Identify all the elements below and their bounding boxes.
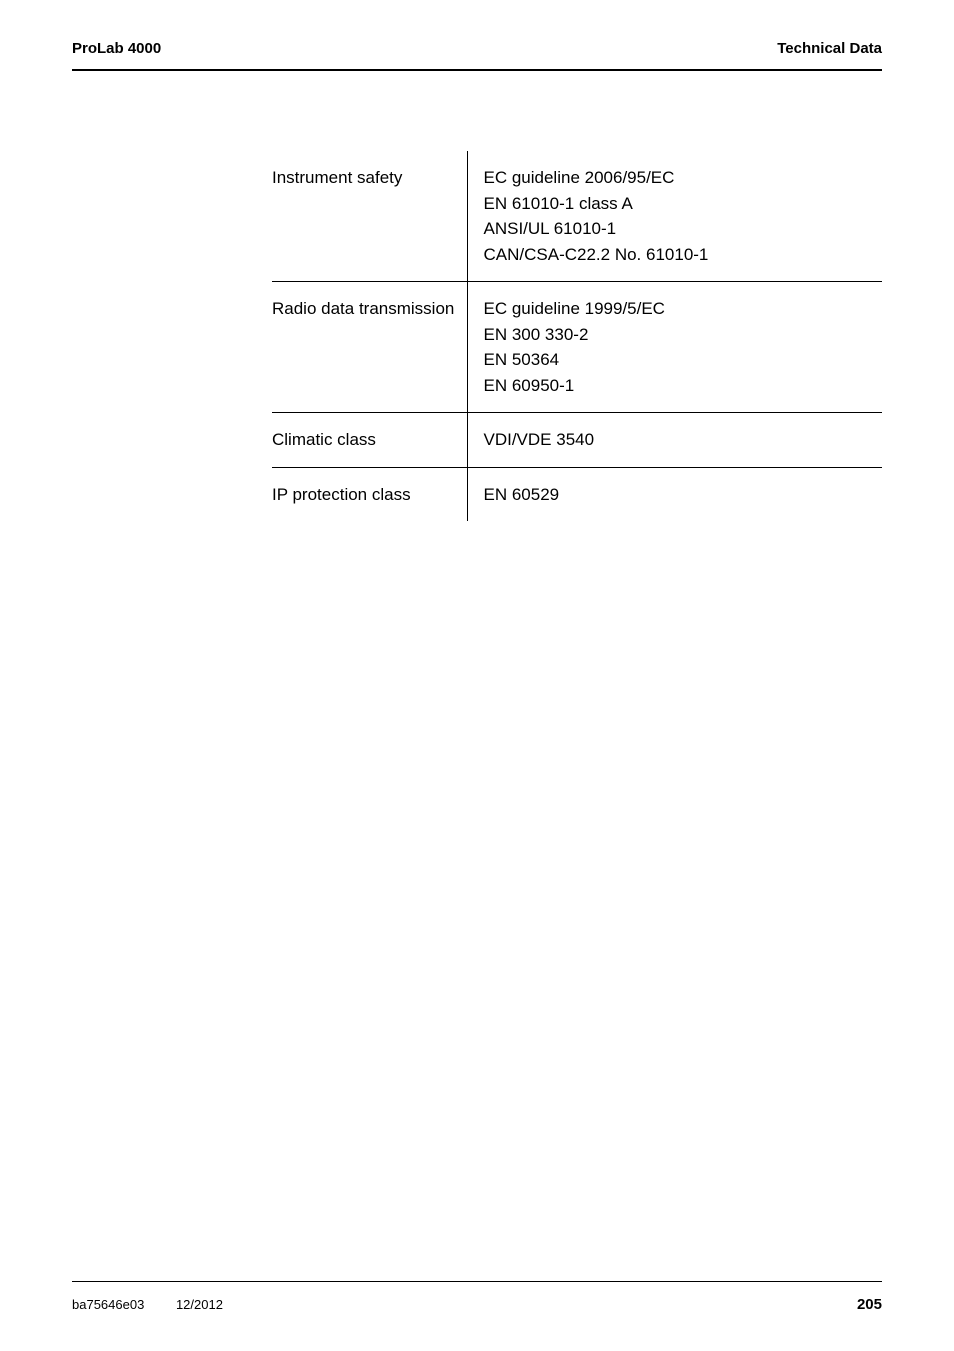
spec-value: VDI/VDE 3540 <box>467 413 882 468</box>
footer-left: ba75646e03 12/2012 <box>72 1297 251 1312</box>
header-left-text: ProLab 4000 <box>72 40 161 57</box>
table-row: IP protection class EN 60529 <box>272 467 882 521</box>
page-header: ProLab 4000 Technical Data <box>72 0 882 71</box>
spec-value: EC guideline 2006/95/ECEN 61010-1 class … <box>467 151 882 282</box>
spec-label: Radio data transmission <box>272 282 467 413</box>
table-row: Radio data transmission EC guideline 199… <box>272 282 882 413</box>
spec-label: IP protection class <box>272 467 467 521</box>
spec-label: Instrument safety <box>272 151 467 282</box>
main-content: Instrument safety EC guideline 2006/95/E… <box>72 151 882 521</box>
page-footer: ba75646e03 12/2012 205 <box>72 1281 882 1313</box>
table-row: Instrument safety EC guideline 2006/95/E… <box>272 151 882 282</box>
page-number: 205 <box>857 1296 882 1313</box>
spec-value: EC guideline 1999/5/ECEN 300 330-2EN 503… <box>467 282 882 413</box>
document-date: 12/2012 <box>176 1297 223 1312</box>
spec-label: Climatic class <box>272 413 467 468</box>
header-right-text: Technical Data <box>777 40 882 57</box>
spec-value: EN 60529 <box>467 467 882 521</box>
specifications-table: Instrument safety EC guideline 2006/95/E… <box>272 151 882 521</box>
document-id: ba75646e03 <box>72 1297 144 1312</box>
table-row: Climatic class VDI/VDE 3540 <box>272 413 882 468</box>
